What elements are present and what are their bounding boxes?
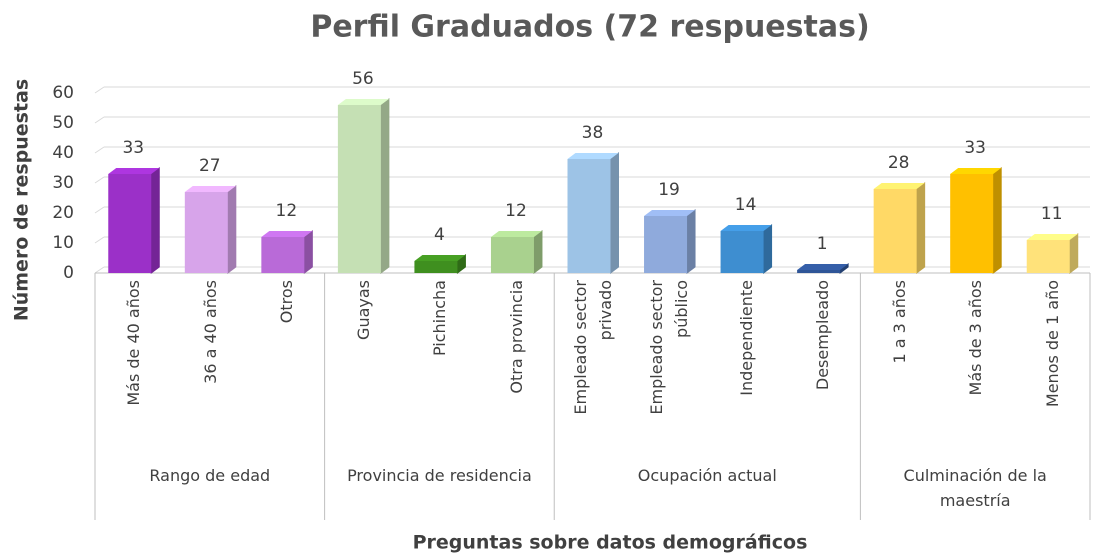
bar [797, 270, 841, 273]
x-tick-label: Empleado sector privado [570, 280, 615, 415]
grid-line [94, 176, 105, 184]
bar-top [184, 186, 236, 192]
bar-side [380, 98, 390, 274]
x-tick-label: Pichincha [429, 280, 449, 357]
x-tick-label: 1 a 3 años [889, 280, 909, 364]
bar-side [533, 230, 543, 274]
bar-top [797, 264, 849, 270]
bar [567, 159, 611, 273]
data-label: 12 [276, 201, 298, 221]
bar [414, 261, 458, 273]
data-label: 4 [434, 225, 445, 245]
x-tick-label: Desempleado [812, 280, 832, 391]
group-label: Ocupación actual [637, 466, 777, 485]
y-tick-label: 60 [52, 83, 74, 103]
bar [1026, 240, 1070, 273]
y-tick-label: 0 [63, 263, 74, 283]
x-tick-label: 36 a 40 años [200, 280, 220, 384]
data-label: 27 [199, 156, 221, 176]
data-label: 12 [505, 201, 527, 221]
x-tick-label: Más de 3 años [965, 280, 985, 396]
bar-top [108, 168, 160, 174]
data-label: 11 [1041, 204, 1063, 224]
data-label: 19 [658, 180, 680, 200]
bar-side [610, 152, 619, 274]
bar-top [261, 231, 313, 237]
bar [184, 192, 228, 273]
data-label: 28 [888, 153, 910, 173]
bar-top [337, 99, 389, 105]
bar [720, 231, 764, 273]
bar [108, 174, 152, 273]
y-tick-label: 10 [52, 233, 74, 253]
grid-line [94, 86, 105, 94]
x-tick-label: Otros [276, 280, 296, 324]
bar-side [916, 182, 926, 274]
bar-top [720, 225, 772, 231]
x-tick-label: Independiente [736, 280, 756, 396]
bar [644, 216, 688, 273]
grid-line [94, 206, 105, 214]
grid-line [94, 146, 105, 154]
bar-side [992, 167, 1002, 274]
bar-side [150, 167, 160, 274]
bar [337, 105, 381, 273]
x-tick-label: Otra provincia [506, 280, 526, 394]
bar-top [414, 255, 466, 261]
x-axis-title: Preguntas sobre datos demográficos [413, 532, 808, 554]
bar-side [763, 224, 773, 274]
bar-top [950, 168, 1002, 174]
group-label: Culminación de la maestría [903, 466, 1047, 510]
bar-side [303, 230, 313, 274]
bar-top [644, 210, 696, 216]
grid-line [94, 236, 105, 244]
bar [873, 189, 917, 273]
grid-line [94, 116, 105, 124]
data-label: 38 [582, 123, 604, 143]
bar-top [567, 153, 619, 159]
x-tick-label: Menos de 1 año [1042, 280, 1062, 408]
y-tick-label: 30 [52, 173, 74, 193]
bar-side [1069, 233, 1079, 274]
bar [950, 174, 994, 273]
y-tick-label: 50 [52, 113, 74, 133]
data-label: 14 [735, 195, 757, 215]
data-label: 33 [122, 138, 144, 158]
bar-top [873, 183, 925, 189]
data-label: 56 [352, 69, 374, 89]
data-label: 33 [964, 138, 986, 158]
data-label: 1 [817, 234, 828, 254]
group-label: Provincia de residencia [347, 466, 532, 485]
chart-title: Perfil Graduados (72 respuestas) [310, 10, 869, 45]
y-axis-title: Número de respuestas [11, 79, 33, 321]
bar-side [686, 209, 696, 274]
bar [261, 237, 305, 273]
bar-top [490, 231, 542, 237]
x-tick-label: Más de 40 años [123, 280, 143, 406]
y-tick-label: 40 [52, 143, 74, 163]
group-label: Rango de edad [149, 466, 271, 485]
x-tick-label: Empleado sector público [647, 280, 692, 415]
bar [490, 237, 534, 273]
x-tick-label: Guayas [353, 280, 373, 340]
bar-top [1026, 234, 1078, 240]
grid-line [94, 266, 105, 274]
bar-side [227, 185, 237, 274]
y-tick-label: 20 [52, 203, 74, 223]
